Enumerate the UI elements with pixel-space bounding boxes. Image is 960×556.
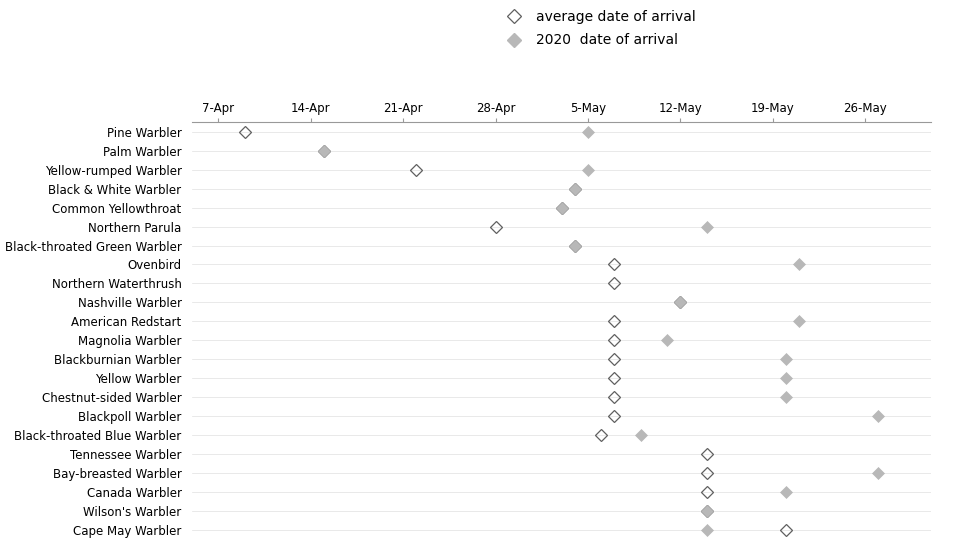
Legend: average date of arrival, 2020  date of arrival: average date of arrival, 2020 date of ar… <box>494 4 702 53</box>
